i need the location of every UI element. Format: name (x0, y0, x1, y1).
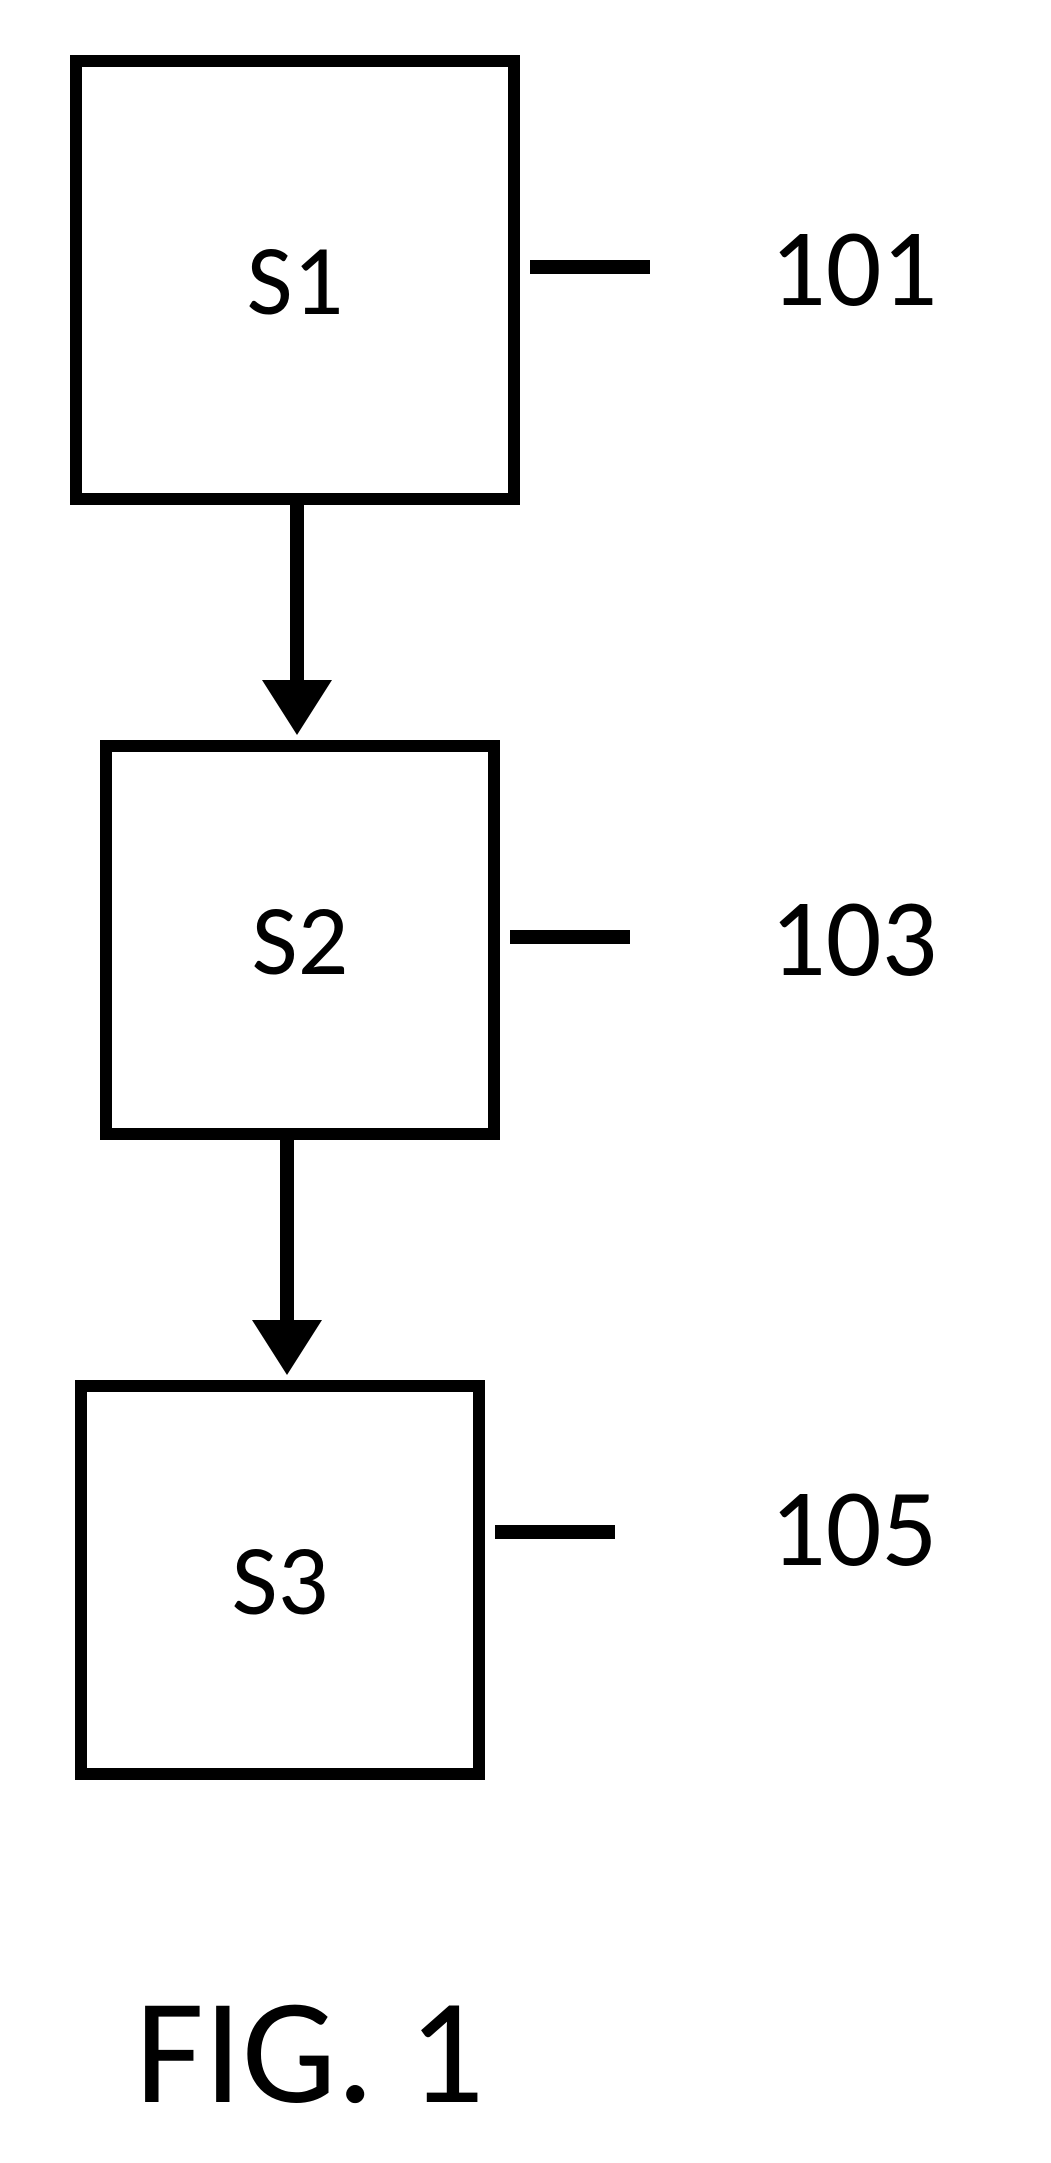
arrow-s1-s2-head-icon (262, 680, 332, 735)
figure-caption: FIG. 1 (135, 1960, 484, 2143)
flowchart-node-s2: S2 (100, 740, 500, 1140)
ref-label-105: 105 (770, 1460, 937, 1595)
ref-label-101: 101 (770, 200, 937, 335)
flowchart-diagram: S1 101 S2 103 S3 105 FIG. 1 (0, 0, 1051, 2163)
ref-tick-101 (530, 260, 650, 274)
flowchart-node-s1: S1 (70, 55, 520, 505)
ref-label-103: 103 (770, 870, 937, 1005)
node-label-s2: S2 (252, 879, 349, 1001)
node-label-s1: S1 (247, 219, 344, 341)
ref-tick-103 (510, 930, 630, 944)
node-label-s3: S3 (232, 1519, 329, 1641)
arrow-s2-s3-line (280, 1140, 294, 1325)
ref-tick-105 (495, 1525, 615, 1539)
arrow-s1-s2-line (290, 505, 304, 685)
flowchart-node-s3: S3 (75, 1380, 485, 1780)
arrow-s2-s3-head-icon (252, 1320, 322, 1375)
